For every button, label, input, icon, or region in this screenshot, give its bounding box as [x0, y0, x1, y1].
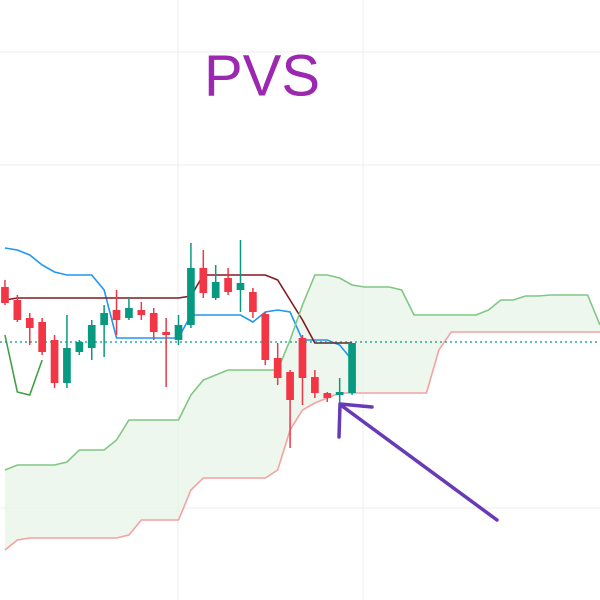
candle-body — [149, 313, 158, 332]
candle-body — [162, 332, 170, 335]
candle-body — [199, 268, 208, 293]
candle-body — [125, 308, 133, 318]
candle-body — [187, 268, 195, 325]
candle-body — [87, 325, 96, 348]
plot — [0, 240, 600, 551]
line-chikou — [4, 334, 43, 396]
candle-body — [25, 318, 34, 328]
line-kijun — [4, 274, 353, 344]
line-senkou_b — [4, 331, 600, 551]
candle-body — [224, 278, 232, 292]
candle-body — [286, 372, 294, 400]
candle-body — [75, 342, 84, 352]
candle-body — [50, 340, 59, 383]
arrow — [337, 402, 499, 522]
candle-body — [211, 282, 220, 298]
candle-body — [100, 313, 108, 325]
candle-body — [323, 393, 332, 398]
candle-body — [1, 287, 9, 303]
chart-title: PVS — [204, 43, 320, 108]
candle-body — [236, 283, 245, 290]
candle-body — [273, 358, 282, 378]
candle-body — [63, 348, 71, 383]
candle-body — [249, 292, 257, 312]
candle-body — [13, 300, 22, 320]
candle-body — [311, 377, 319, 393]
cloud — [4, 275, 600, 550]
candle-body — [38, 322, 46, 352]
candle-body — [298, 338, 307, 378]
candle-body — [261, 314, 270, 360]
line-senkou_a — [4, 274, 600, 471]
candle-body — [174, 325, 183, 340]
candle-body — [335, 392, 344, 395]
candle-body — [348, 343, 356, 393]
candle-body — [112, 310, 121, 320]
arrow-line — [340, 404, 499, 522]
arrow-head — [337, 402, 374, 439]
candle-body — [137, 310, 146, 315]
